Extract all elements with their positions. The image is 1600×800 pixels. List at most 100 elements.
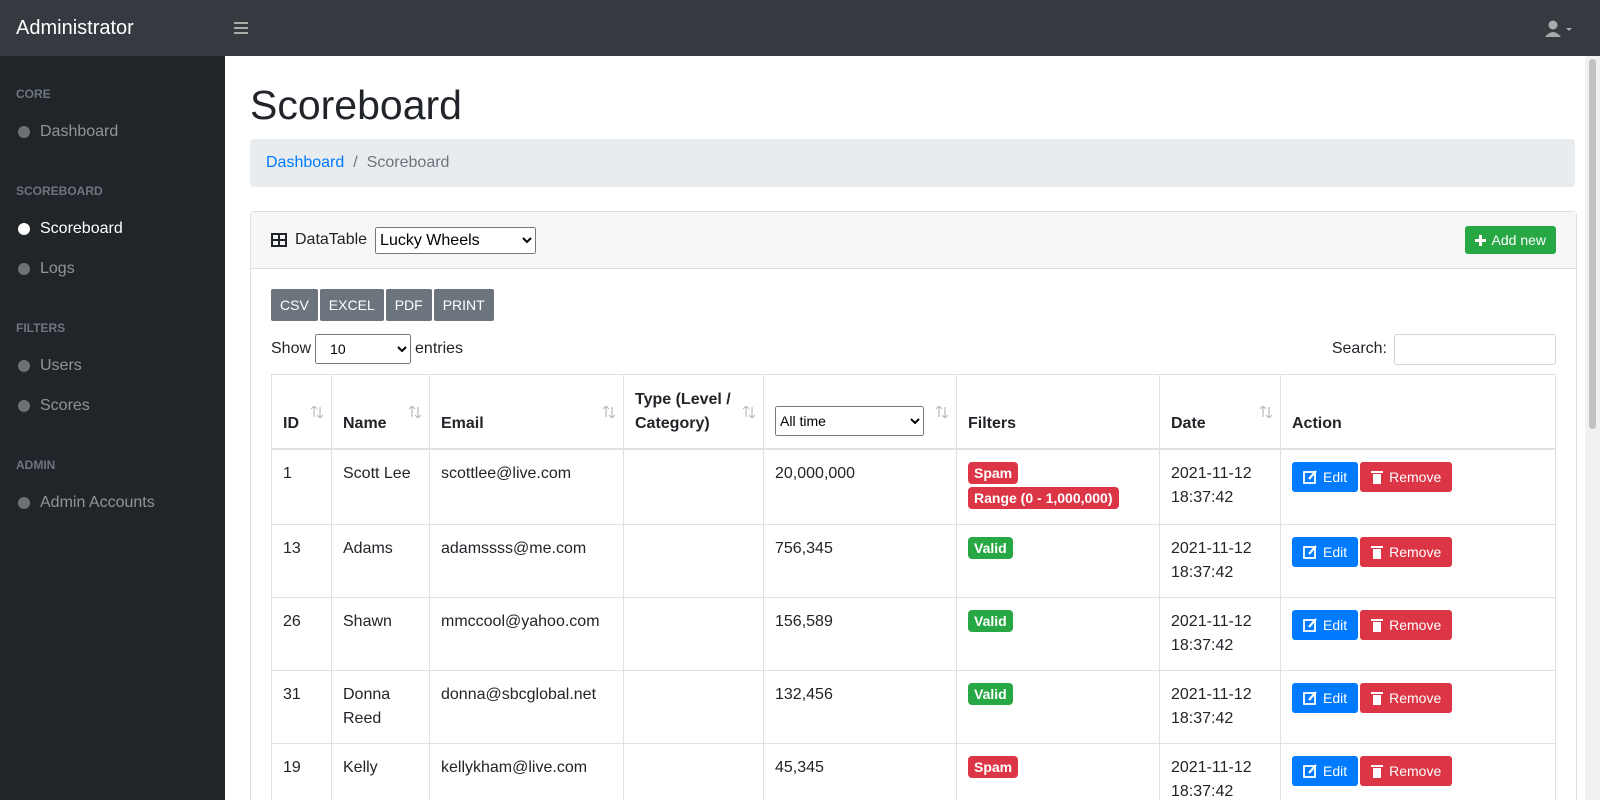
sort-indicator[interactable]	[310, 402, 324, 426]
type-cell	[623, 448, 764, 525]
breadcrumb: Dashboard / Scoreboard	[250, 139, 1575, 187]
filter-badge: Valid	[968, 536, 1013, 559]
sort-indicator[interactable]	[408, 402, 422, 426]
icon	[18, 497, 30, 509]
action-cell: Edit Remove	[1280, 669, 1556, 744]
search-input[interactable]	[1394, 333, 1556, 365]
export-button[interactable]: PDF	[385, 289, 432, 321]
column-header[interactable]: Name	[331, 374, 430, 450]
edit-label: Edit	[1323, 468, 1348, 485]
name-cell: Adams	[331, 523, 430, 598]
sort-indicator[interactable]	[935, 402, 949, 426]
action-cell: Edit Remove	[1280, 742, 1556, 800]
sidebar-item-label: Dashboard	[40, 123, 119, 140]
sidebar-item[interactable]: Admin Accounts	[0, 484, 225, 524]
show-label: Show	[271, 340, 312, 357]
filter-badge: Valid	[968, 609, 1013, 632]
search: Search:	[1332, 333, 1556, 365]
icon	[602, 404, 616, 419]
remove-label: Remove	[1389, 689, 1442, 706]
column-header[interactable]: Date	[1159, 374, 1281, 450]
add-new-button[interactable]: Add new	[1464, 226, 1556, 254]
edit-button[interactable]: Edit	[1292, 609, 1359, 640]
email-cell: adamssss@me.com	[429, 523, 624, 598]
sidebar-item[interactable]: Scoreboard	[0, 210, 225, 250]
column-header-label: ID	[283, 414, 299, 432]
remove-button[interactable]: Remove	[1360, 609, 1453, 640]
user-menu[interactable]	[1545, 20, 1575, 38]
column-header-label: Action	[1292, 414, 1342, 432]
icon	[18, 223, 30, 235]
column-header[interactable]: Email	[429, 374, 624, 450]
game-select[interactable]: Lucky Wheels	[375, 226, 537, 254]
remove-label: Remove	[1389, 468, 1442, 485]
icon	[18, 360, 30, 372]
table-row: 13 Adams adamssss@me.com 756,345 Valid 2021-1…	[271, 523, 1556, 598]
sort-indicator[interactable]	[1259, 402, 1273, 426]
column-header-label: Name	[343, 414, 387, 432]
table-row: 1 Scott Lee scottlee@live.com 20,000,000 Spa…	[271, 448, 1556, 525]
breadcrumb-separator: /	[353, 154, 358, 171]
column-header[interactable]: All time	[763, 374, 957, 450]
card-body: CSV EXCEL PDF PRINT Show 10 entries Search:…	[251, 269, 1576, 800]
icon	[742, 404, 756, 419]
sidebar-item[interactable]: Dashboard	[0, 113, 225, 153]
filter-badge: Range (0 - 1,000,000)	[968, 486, 1119, 509]
sidebar-toggle[interactable]	[234, 22, 248, 34]
remove-button[interactable]: Remove	[1360, 682, 1453, 713]
export-button[interactable]: CSV	[271, 289, 318, 321]
score-cell: 756,345	[763, 523, 957, 598]
sort-indicator[interactable]	[742, 402, 756, 426]
type-cell	[623, 742, 764, 800]
edit-button[interactable]: Edit	[1292, 755, 1359, 786]
edit-button[interactable]: Edit	[1292, 682, 1359, 713]
period-select[interactable]: All time	[775, 405, 924, 436]
breadcrumb-link[interactable]: Dashboard	[266, 154, 345, 171]
remove-button[interactable]: Remove	[1360, 536, 1453, 567]
export-button[interactable]: EXCEL	[319, 289, 384, 321]
main-content: Scoreboard Dashboard / Scoreboard DataTa…	[225, 56, 1600, 800]
icon	[1259, 404, 1273, 419]
scoreboard-table: ID Name Email Type (Level / Category) All ti…	[271, 374, 1556, 800]
edit-button[interactable]: Edit	[1292, 536, 1359, 567]
date-cell: 2021-11-12 18:37:42	[1159, 669, 1281, 744]
remove-button[interactable]: Remove	[1360, 755, 1453, 786]
date-cell: 2021-11-12 18:37:42	[1159, 742, 1281, 800]
sidebar-item-label: Users	[40, 357, 82, 374]
sidebar-item[interactable]: Logs	[0, 250, 225, 290]
column-header[interactable]: Action	[1280, 374, 1556, 450]
edit-button[interactable]: Edit	[1292, 461, 1359, 492]
column-header[interactable]: Type (Level / Category)	[623, 374, 764, 450]
column-header[interactable]: ID	[271, 374, 332, 450]
entries-select[interactable]: 10	[315, 334, 412, 364]
sort-indicator[interactable]	[602, 402, 616, 426]
header-row: ID Name Email Type (Level / Category) All ti…	[271, 374, 1556, 450]
id-cell: 31	[271, 669, 332, 744]
email-cell: scottlee@live.com	[429, 448, 624, 525]
column-header-label: Filters	[968, 414, 1017, 432]
edit-label: Edit	[1323, 689, 1348, 706]
sidebar-heading: FILTERS	[16, 321, 66, 335]
icon	[18, 263, 30, 275]
date-cell: 2021-11-12 18:37:42	[1159, 596, 1281, 671]
score-cell: 20,000,000	[763, 448, 957, 525]
filters-cell: Valid	[956, 669, 1160, 744]
column-header-label: Email	[441, 414, 484, 432]
icon	[408, 404, 422, 419]
table-row: 31 Donna Reed donna@sbcglobal.net 132,456 Va…	[271, 669, 1556, 744]
export-button[interactable]: PRINT	[433, 289, 494, 321]
edit-label: Edit	[1323, 616, 1348, 633]
table-row: 26 Shawn mmccool@yahoo.com 156,589 Valid 2021…	[271, 596, 1556, 671]
sidebar-item-label: Logs	[40, 260, 75, 277]
remove-button[interactable]: Remove	[1360, 461, 1453, 492]
sidebar-item[interactable]: Scores	[0, 387, 225, 427]
scrollbar[interactable]	[1585, 56, 1600, 800]
icon	[1303, 690, 1317, 705]
sidebar-item[interactable]: Users	[0, 347, 225, 387]
card-header: DataTable Lucky Wheels Add new	[251, 212, 1576, 269]
brand[interactable]: Administrator	[16, 17, 134, 39]
scrollbar-thumb[interactable]	[1589, 59, 1596, 429]
column-header[interactable]: Filters	[956, 374, 1160, 450]
card: DataTable Lucky Wheels Add new CSV EXCEL P…	[250, 211, 1577, 800]
